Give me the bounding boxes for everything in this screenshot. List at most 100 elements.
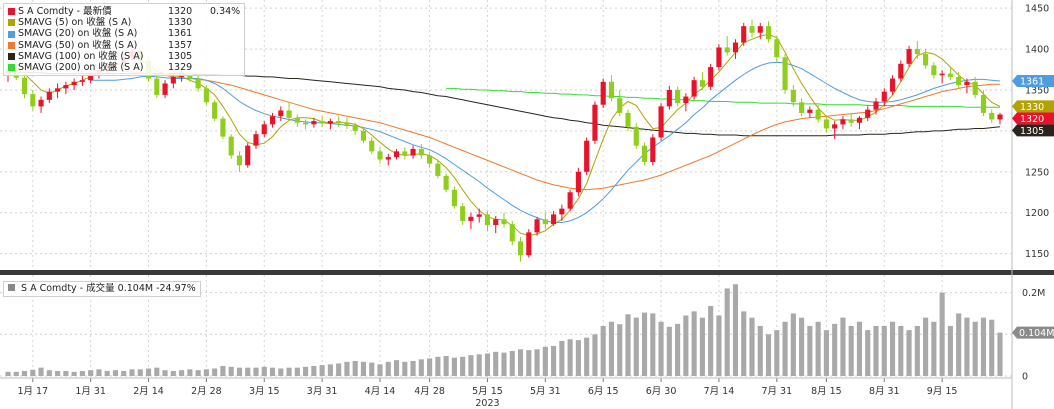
volume-bar — [203, 369, 209, 376]
candle-body — [865, 109, 871, 118]
volume-bar — [997, 332, 1003, 376]
date-tick-label: 4月 14 — [365, 386, 396, 397]
candle-body — [336, 121, 342, 123]
candle — [807, 106, 813, 118]
legend-swatch — [8, 30, 15, 38]
candle-body — [493, 219, 499, 225]
legend-swatch — [8, 52, 15, 60]
volume-bar — [873, 325, 879, 376]
volume-bar — [856, 321, 863, 376]
candle-body — [575, 171, 581, 193]
volume-bar — [245, 367, 251, 376]
volume-bar — [534, 349, 540, 376]
legend-swatch — [8, 64, 15, 72]
volume-bar — [352, 360, 358, 376]
legend-entry: SMAVG (100) on 收盤 (S A) 1305 — [8, 51, 240, 62]
candle-body — [997, 114, 1003, 120]
volume-bar — [848, 325, 854, 376]
candle-body — [592, 104, 598, 141]
volume-bar — [790, 313, 796, 376]
volume-bar — [468, 355, 474, 376]
legend-entry: SMAVG (200) on 收盤 (S A) 1329 — [8, 62, 240, 73]
candle — [658, 103, 664, 141]
volume-bar — [716, 315, 722, 376]
legend-series-value: 1330 — [168, 17, 193, 29]
volume-bar — [666, 326, 672, 376]
volume-bar — [294, 367, 300, 376]
volume-bar — [517, 349, 524, 376]
candle-body — [203, 88, 209, 103]
candle — [21, 72, 28, 99]
candle — [815, 104, 821, 123]
date-tick-label: 9月 15 — [927, 386, 958, 397]
volume-bar — [774, 330, 780, 376]
volume-bar — [509, 350, 515, 376]
legend-series-name: SMAVG (5) on 收盤 (S A) — [18, 17, 132, 29]
volume-bar — [807, 325, 813, 376]
candle-body — [154, 78, 160, 95]
candle — [79, 75, 85, 86]
candle-body — [21, 77, 28, 95]
volume-bar — [559, 340, 565, 376]
volume-bar — [278, 368, 284, 376]
price-tick-label: 1350 — [1025, 86, 1049, 97]
candle-body — [542, 219, 548, 225]
date-tick-label: 6月 15 — [588, 386, 619, 397]
candle-body — [46, 91, 52, 100]
candle — [195, 75, 201, 92]
volume-bar — [675, 323, 681, 376]
candle-body — [484, 214, 491, 225]
candle — [63, 81, 69, 95]
candle-body — [790, 90, 796, 103]
volume-bar — [96, 369, 102, 376]
volume-bar — [162, 370, 168, 376]
panel-separator — [0, 270, 1054, 275]
candle-body — [782, 57, 788, 90]
candle — [997, 112, 1003, 125]
candle — [633, 122, 639, 149]
candle-body — [162, 83, 168, 95]
volume-tag-shape — [1012, 326, 1054, 339]
candle-body — [989, 112, 995, 120]
candle-body — [443, 175, 449, 190]
candle-body — [170, 76, 176, 84]
candle — [245, 143, 251, 168]
candle-body — [551, 214, 557, 225]
candle — [311, 117, 317, 128]
candle-body — [931, 65, 937, 76]
volume-bar — [608, 321, 615, 376]
candle — [881, 88, 887, 107]
candle — [749, 19, 755, 38]
volume-bar — [137, 369, 143, 376]
candle — [666, 85, 672, 110]
candle — [823, 116, 829, 133]
candle-body — [236, 155, 243, 166]
candle — [931, 62, 937, 79]
volume-bar — [865, 330, 871, 376]
candle — [377, 147, 383, 164]
legend-series-name: SMAVG (200) on 收盤 (S A) — [18, 62, 144, 74]
candle — [608, 75, 615, 102]
candle — [393, 148, 400, 160]
price-tick-label: 1400 — [1025, 45, 1049, 56]
volume-bar — [393, 360, 400, 376]
volume-bar — [947, 325, 953, 376]
candle-body — [675, 90, 681, 104]
candle-body — [476, 214, 482, 217]
volume-bar — [799, 317, 805, 376]
candle — [683, 93, 689, 112]
volume-bar — [650, 313, 656, 376]
volume-bar — [724, 288, 730, 376]
volume-bar — [815, 321, 821, 376]
candle-body — [914, 49, 920, 54]
volume-bar — [592, 334, 598, 376]
candle — [71, 78, 77, 90]
volume-bar — [600, 325, 606, 376]
volume-bar — [21, 370, 28, 376]
volume-bar — [501, 352, 507, 376]
price-tag-shape — [1012, 75, 1054, 87]
candle-body — [815, 109, 821, 120]
volume-bar — [377, 364, 383, 376]
candle — [989, 109, 995, 123]
candle-body — [617, 98, 623, 113]
